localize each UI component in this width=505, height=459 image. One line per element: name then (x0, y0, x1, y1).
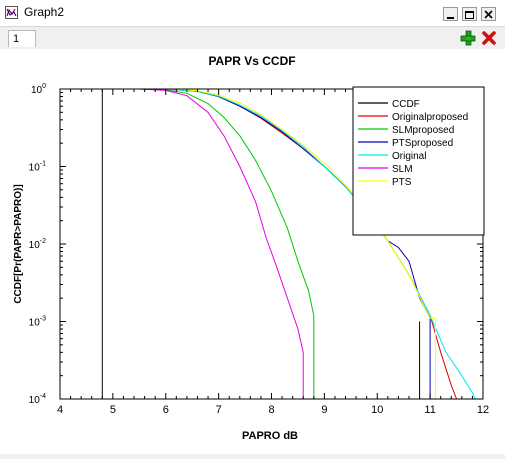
legend: CCDF Originalproposed SLMproposed PTSpropos… (352, 86, 485, 236)
minimize-button[interactable] (443, 7, 458, 21)
series-line-slm (139, 88, 304, 399)
layer-tab-bar: 1 (0, 27, 505, 49)
chart-title: PAPR Vs CCDF (208, 54, 295, 68)
plot-area: PAPR Vs CCDF 4 5 6 7 8 9 10 11 12 100 10-1 10-2 10-3… (0, 49, 505, 454)
legend-label: PTS (392, 177, 412, 188)
layer-tab-1[interactable]: 1 (8, 30, 36, 47)
x-tick-label: 4 (57, 404, 63, 416)
legend-label: Original (392, 151, 426, 162)
x-tick-label: 6 (163, 404, 169, 416)
x-axis-label: PAPRO dB (242, 430, 298, 442)
maximize-button[interactable] (462, 7, 477, 21)
layer-tab-label: 1 (13, 33, 20, 45)
graph-window-icon (5, 6, 18, 19)
maximize-icon (465, 11, 474, 19)
legend-label: PTSproposed (392, 138, 453, 149)
plus-icon[interactable] (460, 30, 476, 46)
series-line-slmproposed (139, 88, 315, 399)
y-tick-label: 10-2 (29, 238, 46, 251)
series-line-ccdf (101, 89, 421, 399)
minimize-icon (447, 17, 454, 19)
window-titlebar[interactable]: Graph2 (0, 0, 505, 27)
series-line-pts (155, 88, 436, 399)
legend-box (352, 86, 485, 236)
legend-label: SLMproposed (392, 125, 454, 136)
ccdf-chart: PAPR Vs CCDF 4 5 6 7 8 9 10 11 12 100 10-1 10-2 10-3… (13, 54, 489, 442)
x-tick-label: 12 (477, 404, 489, 416)
y-axis-label: CCDF[Pr(PAPR>PAPRO)] (13, 184, 24, 303)
x-tick-label: 7 (216, 404, 222, 416)
x-tick-label: 9 (321, 404, 327, 416)
y-tick-label: 10-4 (29, 393, 46, 406)
legend-label: SLM (392, 164, 413, 175)
legend-label: Originalproposed (392, 112, 468, 123)
close-button[interactable] (481, 7, 496, 21)
legend-label: CCDF (392, 99, 420, 110)
close-icon (484, 10, 493, 19)
y-tick-label: 10-1 (29, 161, 46, 174)
close-x-icon[interactable] (481, 30, 497, 46)
y-tick-label: 10-3 (29, 316, 46, 329)
x-tick-label: 5 (110, 404, 116, 416)
x-tick-label: 10 (371, 404, 383, 416)
series-line-original (155, 88, 476, 400)
x-tick-label: 11 (424, 404, 435, 416)
x-tick-label: 8 (268, 404, 274, 416)
window-title: Graph2 (24, 5, 65, 19)
y-tick-label: 100 (31, 83, 46, 96)
